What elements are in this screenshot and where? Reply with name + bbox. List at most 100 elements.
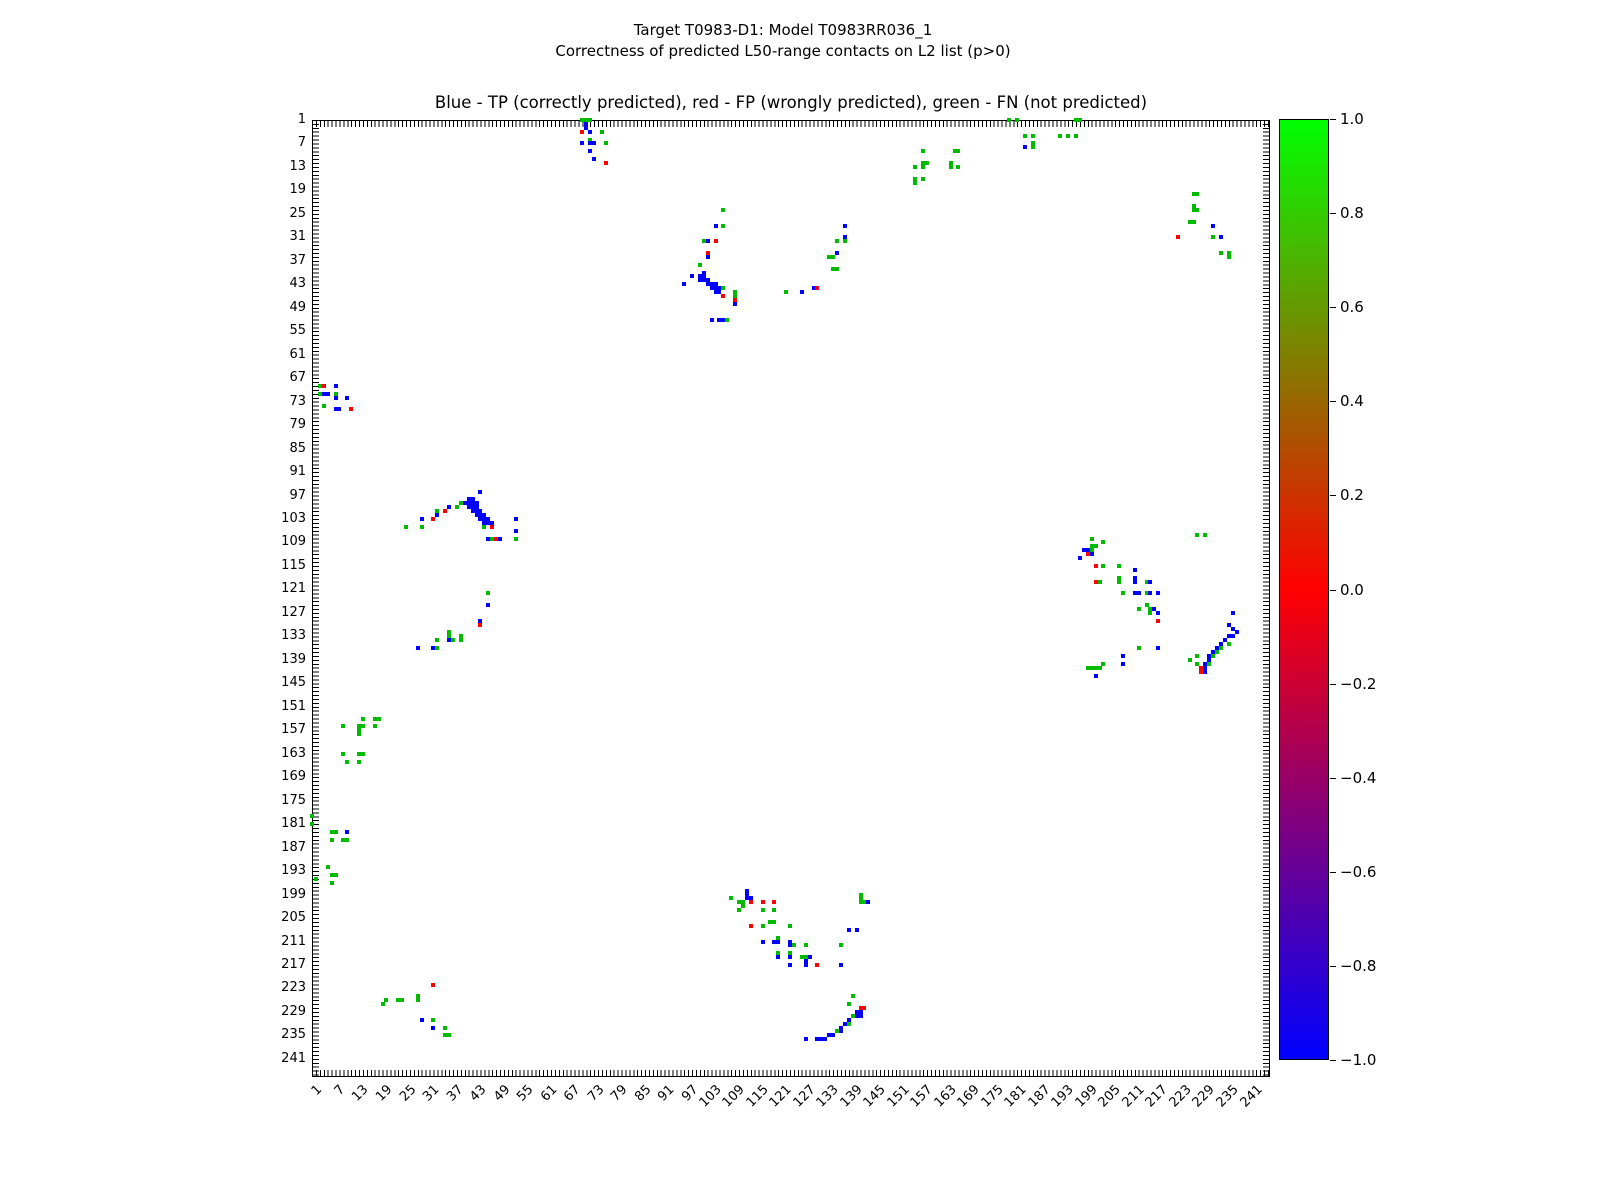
y-tick-label: 211 bbox=[281, 933, 306, 949]
y-tick-label: 103 bbox=[281, 511, 306, 527]
data-point bbox=[310, 814, 314, 819]
data-point bbox=[490, 520, 495, 525]
data-point bbox=[1023, 145, 1028, 150]
data-point bbox=[490, 524, 495, 529]
data-point bbox=[1117, 563, 1122, 568]
data-point bbox=[1195, 532, 1200, 537]
data-point bbox=[1121, 661, 1126, 666]
data-point bbox=[337, 407, 342, 412]
data-point bbox=[1089, 544, 1094, 549]
data-point bbox=[357, 759, 362, 764]
x-tick-label: 37 bbox=[443, 1082, 466, 1105]
data-point bbox=[1093, 563, 1098, 568]
data-point bbox=[842, 223, 847, 228]
x-tick-label: 235 bbox=[1213, 1082, 1242, 1111]
data-point bbox=[1023, 133, 1028, 138]
data-point bbox=[513, 528, 518, 533]
data-point bbox=[349, 407, 354, 412]
data-point bbox=[599, 129, 604, 134]
data-point bbox=[1211, 235, 1216, 240]
data-point bbox=[846, 927, 851, 932]
data-point bbox=[470, 505, 475, 510]
data-point bbox=[858, 1009, 863, 1014]
x-tick-label: 133 bbox=[813, 1082, 843, 1111]
data-point bbox=[819, 1037, 824, 1042]
colorbar-tick-label: −0.6 bbox=[1340, 862, 1377, 881]
y-tick-label: 199 bbox=[281, 886, 306, 902]
y-tick-label: 241 bbox=[281, 1050, 306, 1066]
data-point bbox=[791, 943, 796, 948]
x-tick-label: 151 bbox=[884, 1082, 913, 1111]
data-point bbox=[1077, 118, 1082, 122]
data-point bbox=[748, 900, 753, 905]
data-point bbox=[396, 998, 401, 1003]
data-point bbox=[858, 896, 863, 901]
data-point bbox=[862, 1006, 867, 1011]
data-point bbox=[321, 391, 326, 396]
data-point bbox=[787, 939, 792, 944]
data-point bbox=[1230, 610, 1235, 615]
data-point bbox=[435, 509, 440, 514]
data-point bbox=[760, 908, 765, 913]
data-point bbox=[784, 290, 789, 295]
colorbar-tick bbox=[1330, 119, 1336, 120]
data-point bbox=[321, 384, 326, 389]
data-point bbox=[470, 501, 475, 506]
data-point bbox=[1191, 219, 1196, 224]
data-point bbox=[1101, 661, 1106, 666]
data-point bbox=[787, 943, 792, 948]
data-point bbox=[380, 1002, 385, 1007]
data-point bbox=[584, 125, 589, 130]
data-point bbox=[360, 724, 365, 729]
data-point bbox=[709, 286, 714, 291]
colorbar-tick bbox=[1330, 307, 1336, 309]
data-point bbox=[1132, 567, 1137, 572]
y-tick-label: 223 bbox=[281, 980, 306, 996]
colorbar-tick-label: 1.0 bbox=[1340, 110, 1364, 128]
data-point bbox=[1148, 607, 1153, 611]
data-point bbox=[345, 395, 350, 400]
data-point bbox=[447, 630, 452, 635]
data-point bbox=[815, 1037, 820, 1042]
data-point bbox=[443, 1033, 448, 1038]
data-point bbox=[1226, 634, 1231, 639]
data-point bbox=[682, 282, 687, 287]
data-point bbox=[713, 239, 718, 244]
x-axis-minor-ticks-bottom bbox=[312, 1070, 1269, 1076]
data-point bbox=[948, 161, 953, 166]
axes-title: Blue - TP (correctly predicted), red - F… bbox=[434, 93, 1148, 112]
data-point bbox=[580, 141, 585, 146]
data-point bbox=[478, 622, 483, 627]
data-point bbox=[435, 646, 440, 651]
colorbar-tick bbox=[1330, 683, 1336, 685]
data-point bbox=[325, 391, 330, 396]
data-point bbox=[498, 536, 503, 541]
y-tick-label: 31 bbox=[289, 229, 306, 245]
data-point bbox=[807, 955, 812, 960]
x-tick-label: 67 bbox=[561, 1082, 584, 1105]
data-point bbox=[1085, 548, 1090, 553]
data-point bbox=[831, 254, 836, 259]
data-point bbox=[854, 1009, 859, 1014]
y-tick-label: 43 bbox=[289, 276, 306, 292]
x-tick-label: 121 bbox=[766, 1082, 796, 1111]
data-point bbox=[1093, 544, 1098, 549]
y-tick-label: 193 bbox=[281, 863, 306, 879]
x-tick-label: 223 bbox=[1166, 1082, 1195, 1111]
y-tick-label: 163 bbox=[281, 745, 306, 761]
y-tick-label: 217 bbox=[281, 956, 306, 972]
data-point bbox=[846, 1002, 851, 1007]
data-point bbox=[733, 301, 738, 306]
data-point bbox=[470, 509, 475, 514]
data-point bbox=[748, 923, 753, 928]
data-point bbox=[1117, 575, 1122, 580]
data-point bbox=[713, 290, 718, 295]
data-point bbox=[733, 294, 738, 299]
data-point bbox=[701, 239, 706, 244]
data-point bbox=[329, 837, 334, 842]
data-point bbox=[1093, 673, 1098, 678]
data-point bbox=[486, 517, 491, 522]
data-point bbox=[705, 239, 710, 244]
x-tick-label: 31 bbox=[420, 1082, 443, 1105]
data-point bbox=[357, 751, 362, 756]
